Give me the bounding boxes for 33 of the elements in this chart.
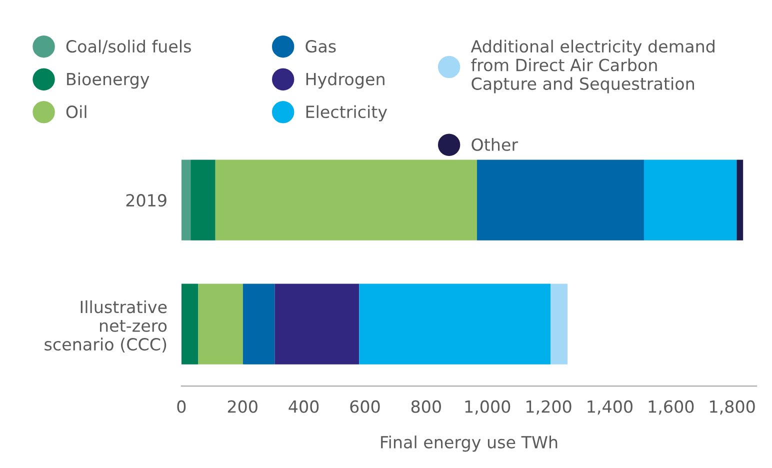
x-tick-label: 1,000 <box>465 400 510 415</box>
x-tick-label: 1,200 <box>526 400 572 415</box>
bar <box>181 160 191 240</box>
y-tick-label: Illustrative net-zero scenario (CCC) <box>44 300 167 353</box>
x-tick-label: 200 <box>228 400 258 413</box>
bar <box>215 160 477 240</box>
legend-label: Hydrogen <box>306 72 384 89</box>
legend-label: Gas <box>306 40 336 53</box>
bar <box>476 160 644 240</box>
x-tick-label: 1,800 <box>710 400 755 415</box>
x-tick-label: 0 <box>177 400 186 413</box>
x-axis-title: Final energy use TWh <box>381 436 558 452</box>
legend-label: Additional electricity demand from Direct Air Carbon Capture and Sequestration <box>470 40 714 94</box>
bar <box>242 284 275 364</box>
legend-label: Oil <box>66 105 86 118</box>
legend-label: Coal/solid fuels <box>66 40 191 54</box>
x-tick-label: 1,400 <box>588 400 632 415</box>
legend-label: Other <box>472 138 518 151</box>
legend-label: Electricity <box>306 105 388 122</box>
bar <box>644 160 737 240</box>
bar <box>736 160 744 240</box>
bar <box>274 284 360 364</box>
y-tick-label: 2019 <box>126 194 166 207</box>
x-tick-label: 1,600 <box>648 400 694 415</box>
bar <box>181 284 198 364</box>
x-tick-label: 600 <box>350 400 380 413</box>
x-tick-label: 400 <box>288 400 319 413</box>
bar <box>359 284 551 364</box>
bar <box>550 284 568 364</box>
legend-label: Bioenergy <box>67 72 150 89</box>
bar <box>198 284 243 364</box>
bar <box>190 160 216 240</box>
x-tick-label: 800 <box>411 400 441 413</box>
